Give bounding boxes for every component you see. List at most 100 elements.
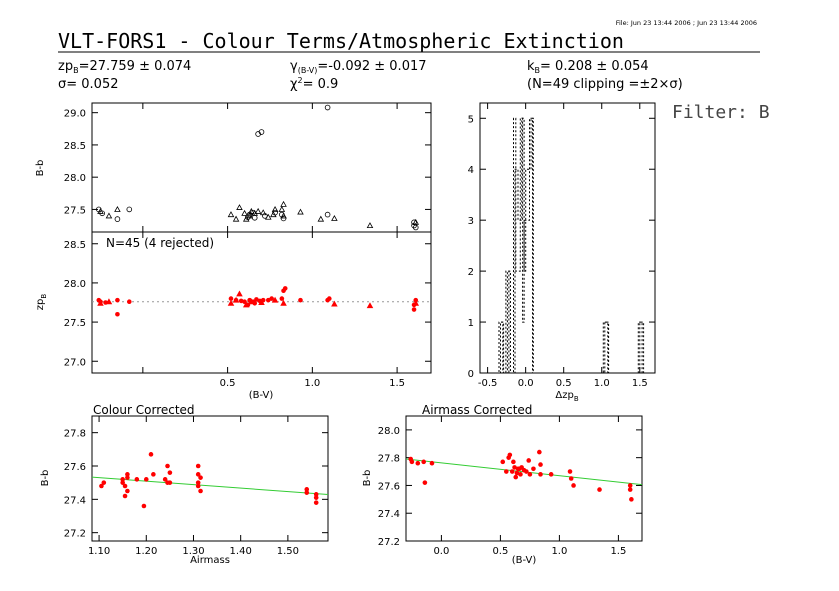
data-point (122, 483, 128, 489)
histogram-line (480, 117, 655, 373)
y-tick-label: 28.5 (64, 141, 86, 152)
data-point (97, 299, 104, 306)
data-point (151, 472, 156, 477)
stat-zp: zpB=27.759 ± 0.074 (58, 59, 191, 75)
data-point (313, 492, 319, 497)
y-axis-label: B-b (35, 160, 46, 177)
panel-zp: 0.5 1.0 1.5 27.0 27.5 28.0 28.5 N=45 (4 reject… (35, 231, 432, 401)
y-tick-label: 2 (468, 267, 474, 278)
x-tick-label: 0.0 (518, 378, 534, 389)
y-axis-label: B-b (362, 470, 373, 487)
data-point (513, 474, 519, 480)
data-point (97, 207, 104, 214)
data-point (141, 503, 147, 509)
data-point (412, 299, 420, 306)
data-point (327, 296, 332, 301)
data-point (313, 495, 319, 500)
data-point (627, 487, 633, 492)
data-point (258, 299, 265, 305)
data-point (143, 477, 149, 482)
y-tick-label: 27.8 (378, 454, 400, 465)
data-point (195, 463, 201, 469)
histogram-line (480, 117, 655, 373)
plot-area (92, 452, 328, 509)
x-axis-label: Airmass (190, 555, 230, 566)
data-point (317, 215, 325, 222)
data-point (548, 472, 554, 477)
data-point (531, 466, 536, 472)
y-tick-label: 27.2 (378, 537, 400, 548)
data-point (512, 465, 517, 470)
data-point (101, 480, 107, 485)
y-tick-label: 5 (468, 114, 474, 125)
data-point (298, 297, 303, 303)
data-point (134, 477, 140, 482)
y-tick-label: 29.0 (64, 109, 86, 120)
data-point (126, 299, 132, 305)
y-tick-label: 1 (468, 318, 474, 329)
data-point (125, 488, 130, 494)
data-point (195, 483, 201, 489)
data-point (259, 209, 267, 216)
y-tick-label: 27.8 (64, 429, 86, 440)
x-axis-label: (B-V) (512, 555, 537, 566)
data-point (125, 472, 130, 477)
data-point (526, 458, 532, 463)
panel-airmass-corrected: 0.0 0.5 1.0 1.5 27.2 27.4 27.6 27.8 28.0 Airmass… (362, 403, 643, 566)
data-point (627, 483, 633, 488)
data-point (122, 493, 128, 499)
fit-line (92, 476, 328, 495)
data-point (105, 212, 113, 219)
y-axis-label: B-b (40, 470, 51, 487)
x-tick-label: 0.5 (220, 378, 236, 389)
data-point (511, 459, 516, 465)
plot-frame (405, 415, 643, 542)
y-tick-label: 27.4 (378, 509, 400, 520)
data-point (597, 487, 602, 492)
data-point (115, 311, 120, 317)
data-point (507, 452, 513, 458)
data-point (278, 206, 286, 212)
stat-k: kB= 0.208 ± 0.054 (527, 59, 649, 75)
data-point (568, 476, 574, 481)
data-point (126, 206, 133, 213)
data-point (241, 209, 248, 216)
file-info: File: Jun 23 13:44 2006 ; Jun 23 13:44 2… (616, 19, 757, 27)
data-point (120, 477, 125, 482)
data-point (304, 487, 310, 492)
data-point (254, 207, 262, 214)
data-point (242, 301, 250, 308)
data-point (571, 483, 576, 488)
panel-histogram: -0.5 0.0 0.5 1.0 1.5 0 1 2 3 4 5 ΔzpB (468, 102, 656, 403)
stat-clipping: (N=49 clipping =±2×σ) (527, 77, 683, 92)
data-point (248, 298, 255, 305)
data-point (421, 459, 427, 465)
data-point (270, 211, 277, 218)
data-point (524, 469, 529, 474)
y-tick-label: 4 (468, 165, 474, 176)
data-point (411, 307, 417, 312)
y-tick-label: 27.5 (64, 318, 86, 329)
data-point (99, 483, 104, 489)
data-point (167, 480, 173, 485)
data-point (331, 215, 338, 221)
data-point (227, 211, 235, 218)
data-point (265, 213, 272, 220)
data-point (297, 208, 304, 215)
plot-area (92, 286, 431, 317)
data-point (366, 222, 374, 229)
data-point (567, 469, 573, 474)
data-point (167, 470, 173, 475)
y-tick-label: 27.4 (64, 495, 86, 506)
stat-gamma: γ(B-V)=-0.092 ± 0.017 (290, 59, 427, 75)
data-point (242, 215, 250, 222)
data-point (251, 215, 258, 221)
plot-area (95, 104, 420, 231)
panel-title: Colour Corrected (93, 403, 195, 417)
x-tick-label: 1.10 (88, 546, 110, 557)
data-point (331, 300, 338, 307)
plot-frame (91, 415, 329, 542)
data-point (280, 299, 287, 306)
y-tick-label: 28.0 (64, 279, 86, 290)
data-point (279, 296, 285, 301)
